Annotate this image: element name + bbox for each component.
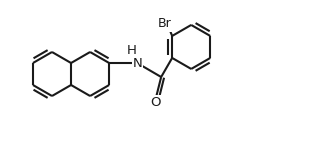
Text: Br: Br xyxy=(157,17,171,30)
Text: N: N xyxy=(132,57,142,69)
Text: H: H xyxy=(127,43,137,57)
Text: O: O xyxy=(150,97,160,109)
